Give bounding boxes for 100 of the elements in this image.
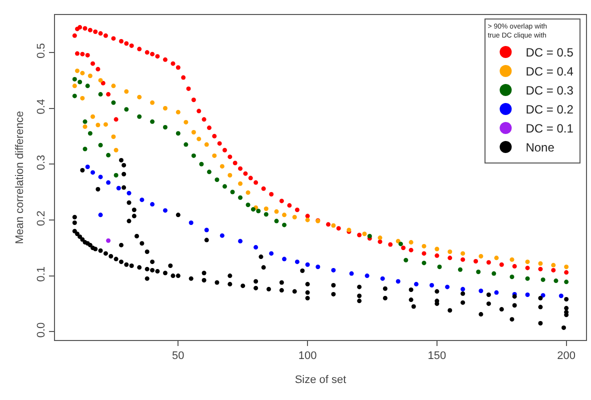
point (162, 124, 168, 130)
point (137, 114, 142, 119)
point (199, 162, 204, 166)
y-tick-label: 0.0 (36, 322, 48, 338)
point (238, 181, 243, 186)
point (88, 131, 92, 136)
y-axis-title: Mean correlation difference (14, 110, 26, 244)
point (408, 240, 414, 245)
point (204, 228, 209, 232)
point (88, 74, 92, 78)
x-tick-label: 150 (428, 350, 446, 362)
point (196, 136, 202, 142)
point (396, 279, 400, 284)
point (238, 238, 243, 244)
point (564, 280, 569, 284)
point (78, 80, 82, 84)
point (269, 251, 274, 256)
point (191, 153, 196, 158)
point (85, 164, 90, 170)
point (316, 264, 320, 270)
point (282, 256, 287, 262)
point (191, 130, 196, 135)
point (510, 274, 514, 280)
point (264, 206, 268, 212)
point (551, 262, 556, 268)
point (222, 184, 227, 189)
point (476, 270, 481, 274)
point (90, 114, 96, 119)
point (430, 283, 434, 288)
point (82, 119, 88, 124)
point (212, 153, 217, 158)
point (460, 251, 466, 256)
point (238, 195, 243, 200)
y-tick-label: 0.5 (36, 43, 48, 58)
point (282, 212, 287, 218)
point (90, 170, 96, 175)
point (85, 84, 90, 88)
x-tick-label: 50 (172, 350, 184, 362)
point (558, 294, 564, 298)
point (492, 271, 496, 276)
point (137, 94, 142, 100)
point (176, 131, 180, 136)
point (111, 100, 116, 105)
point (294, 260, 300, 264)
point (126, 190, 132, 196)
point (150, 100, 155, 105)
point (72, 94, 77, 98)
point (494, 256, 499, 260)
point (150, 119, 155, 124)
legend-label: None (526, 140, 555, 155)
point (111, 134, 116, 139)
point (162, 208, 168, 213)
point (404, 258, 408, 262)
point (274, 209, 279, 214)
point (378, 236, 382, 240)
point (106, 238, 111, 243)
point (362, 232, 367, 236)
point (349, 271, 354, 276)
point (162, 106, 168, 111)
point (220, 164, 224, 169)
point (540, 293, 546, 298)
point (228, 173, 232, 178)
point (106, 152, 111, 158)
point (274, 218, 279, 224)
point (72, 76, 77, 82)
point (525, 260, 530, 264)
point (331, 223, 336, 228)
point (380, 276, 385, 281)
point (72, 84, 77, 88)
point (96, 122, 100, 128)
y-tick-label: 0.4 (36, 98, 48, 114)
y-tick-label: 0.3 (36, 154, 48, 170)
point (103, 122, 108, 127)
point (246, 202, 250, 208)
point (256, 208, 261, 214)
point (116, 186, 121, 190)
point (204, 142, 209, 147)
point (525, 292, 530, 298)
point (80, 70, 85, 76)
x-tick-label: 100 (298, 350, 317, 362)
point (331, 268, 336, 272)
point (98, 212, 103, 218)
point (98, 142, 103, 148)
legend-label: DC = 0.5 (526, 46, 574, 60)
point (396, 238, 400, 244)
point (114, 148, 118, 152)
point (282, 222, 287, 228)
point (364, 274, 370, 278)
point (184, 120, 188, 124)
point (458, 267, 462, 272)
point (554, 278, 558, 284)
point (230, 190, 235, 194)
point (564, 264, 569, 270)
point (111, 84, 116, 88)
point (220, 233, 224, 238)
point (448, 250, 452, 254)
point (478, 254, 484, 258)
legend-label: DC = 0.3 (526, 84, 574, 98)
point (460, 286, 466, 292)
point (82, 124, 88, 129)
